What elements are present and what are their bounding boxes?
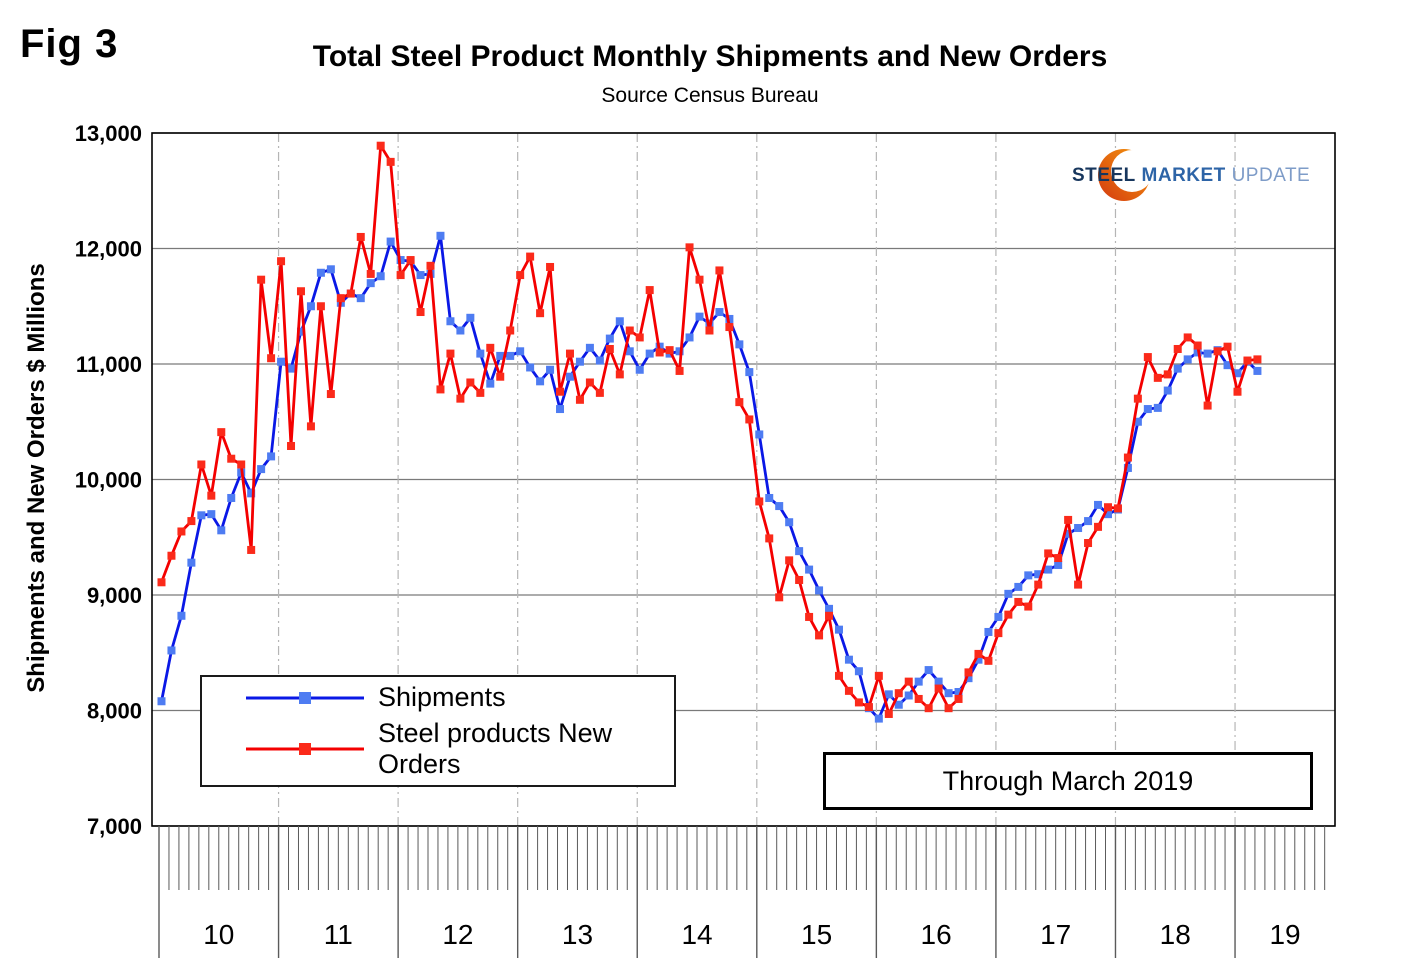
logo-word-steel: STEEL — [1072, 165, 1136, 186]
annotation-box: Through March 2019 — [823, 752, 1313, 810]
svg-text:11: 11 — [324, 919, 353, 950]
steel-market-update-logo: STEEL MARKET UPDATE — [1072, 147, 1310, 203]
svg-text:15: 15 — [801, 919, 832, 950]
legend-item-new-orders: Steel products New Orders — [246, 718, 674, 780]
svg-text:13: 13 — [562, 919, 593, 950]
logo-word-market: MARKET — [1141, 165, 1226, 186]
svg-text:12: 12 — [442, 919, 473, 950]
svg-text:14: 14 — [681, 919, 712, 950]
svg-text:10: 10 — [203, 919, 234, 950]
chart-title: Total Steel Product Monthly Shipments an… — [312, 40, 1108, 73]
legend-item-shipments: Shipments — [246, 682, 674, 713]
svg-text:8,000: 8,000 — [87, 699, 142, 724]
legend-label-shipments: Shipments — [378, 682, 506, 712]
logo-crescent-icon — [1098, 149, 1153, 201]
svg-text:9,000: 9,000 — [87, 583, 142, 608]
svg-text:16: 16 — [921, 919, 952, 950]
chart-subtitle: Source Census Bureau — [601, 84, 819, 107]
svg-text:7,000: 7,000 — [87, 814, 142, 839]
svg-text:19: 19 — [1269, 919, 1300, 950]
figure-label: Fig 3 — [20, 22, 119, 66]
logo-text: STEEL MARKET UPDATE — [1072, 165, 1310, 187]
svg-text:13,000: 13,000 — [75, 121, 142, 146]
shipments-line-sample-icon — [246, 691, 364, 704]
svg-text:10,000: 10,000 — [75, 468, 142, 493]
svg-text:17: 17 — [1040, 919, 1071, 950]
new-orders-line-sample-icon — [246, 743, 364, 755]
logo-word-update: UPDATE — [1231, 165, 1311, 186]
legend: Shipments Steel products New Orders — [200, 675, 676, 787]
legend-label-new-orders: Steel products New Orders — [378, 718, 613, 779]
svg-text:11,000: 11,000 — [76, 352, 142, 377]
svg-text:18: 18 — [1160, 919, 1191, 950]
svg-text:12,000: 12,000 — [75, 237, 142, 262]
